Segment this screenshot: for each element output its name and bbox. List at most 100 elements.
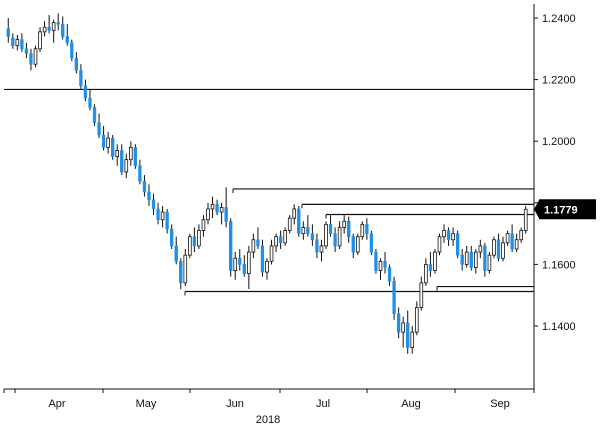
candle-body: [464, 251, 469, 265]
candle-body: [360, 223, 365, 238]
candle-body: [88, 97, 92, 108]
candle-body: [165, 211, 169, 230]
candle-body: [310, 233, 315, 241]
candle-body: [124, 159, 129, 173]
candle-body: [292, 208, 297, 219]
candle-body: [383, 261, 387, 268]
y-tick-label: 1.1400: [542, 321, 576, 333]
candle-body: [297, 208, 301, 234]
candle-body: [514, 239, 519, 250]
candle-body: [83, 85, 88, 99]
x-tick-label: Aug: [401, 398, 421, 410]
candle-body: [414, 307, 419, 333]
candle-body: [460, 254, 464, 265]
candle-body: [74, 57, 79, 71]
candle-body: [501, 242, 505, 259]
candle-body: [478, 245, 483, 253]
candle-body: [192, 236, 197, 247]
candle-body: [206, 208, 210, 221]
candle-body: [79, 70, 83, 87]
candle-body: [451, 233, 455, 241]
x-tick-label: Sep: [490, 398, 510, 410]
y-tick-label: 1.1600: [542, 259, 576, 271]
candle-body: [56, 22, 60, 25]
last-price-badge: 1.1779: [534, 199, 596, 220]
candle-body: [483, 245, 487, 271]
last-price-label: 1.1779: [544, 204, 578, 216]
candle-body: [410, 331, 415, 348]
x-tick-label: Apr: [48, 398, 65, 410]
candle-body: [183, 254, 188, 284]
candle-body: [324, 223, 328, 247]
candle-body: [38, 31, 42, 50]
candle-body: [70, 42, 74, 59]
x-axis-ticks: Apr May Jun Jul Aug Sep: [3, 389, 535, 410]
candle-body: [215, 204, 219, 213]
candle-body: [419, 282, 424, 308]
candle-body: [92, 107, 97, 123]
candle-body: [233, 257, 238, 271]
candle-body: [519, 230, 523, 241]
candle-body: [496, 239, 501, 259]
candle-body: [387, 267, 392, 282]
candle-body: [65, 36, 69, 43]
candle-body: [406, 322, 410, 348]
candle-body: [287, 217, 292, 231]
candle-body: [224, 207, 228, 222]
candle-body: [369, 233, 374, 253]
candle-body: [120, 150, 124, 173]
candle-body: [111, 137, 115, 157]
candle-body: [505, 233, 510, 244]
candle-body: [487, 254, 492, 271]
candle-body: [337, 227, 342, 247]
candle-body: [174, 245, 178, 262]
candle-body: [219, 207, 224, 213]
candle-body: [278, 236, 283, 244]
candle-body: [424, 263, 428, 284]
candle-body: [11, 37, 15, 46]
candle-body: [15, 39, 20, 47]
candle-body: [333, 233, 337, 247]
candle-body: [283, 230, 287, 244]
candle-body: [306, 227, 310, 234]
x-tick-label: Jun: [226, 398, 244, 410]
candle-body: [51, 22, 56, 31]
candle-body: [133, 147, 138, 167]
candle-body: [392, 281, 396, 314]
candle-body: [156, 208, 160, 220]
candle-body: [256, 239, 260, 247]
candle-body: [473, 251, 478, 268]
candle-body: [160, 211, 165, 221]
candle-body: [33, 48, 38, 65]
candle-body: [442, 230, 446, 238]
candle-body: [147, 191, 151, 200]
candle-body: [242, 264, 246, 274]
y-tick-label: 1.2000: [542, 136, 576, 148]
candle-body: [315, 239, 319, 253]
candle-body: [365, 224, 369, 234]
candle-body: [396, 313, 401, 333]
candle-body: [437, 236, 442, 253]
year-label: 2018: [256, 414, 280, 426]
candle-body: [238, 257, 242, 265]
candle-body: [355, 236, 360, 253]
candle-body: [24, 48, 29, 54]
candle-body: [492, 239, 496, 256]
candle-body: [210, 203, 215, 210]
candle-body: [260, 245, 265, 273]
candle-body: [301, 227, 306, 235]
candle-body: [319, 245, 324, 253]
candle-body: [469, 251, 473, 268]
candle-body: [201, 219, 206, 231]
candle-body: [20, 39, 24, 50]
candle-body: [347, 221, 351, 237]
last-price-box: [539, 199, 596, 220]
candles-series: [6, 13, 528, 354]
candle-body: [342, 220, 346, 228]
candle-body: [101, 134, 106, 148]
candle-body: [251, 239, 256, 253]
candle-body: [188, 236, 192, 256]
candle-body: [151, 199, 156, 210]
candle-body: [42, 26, 47, 33]
